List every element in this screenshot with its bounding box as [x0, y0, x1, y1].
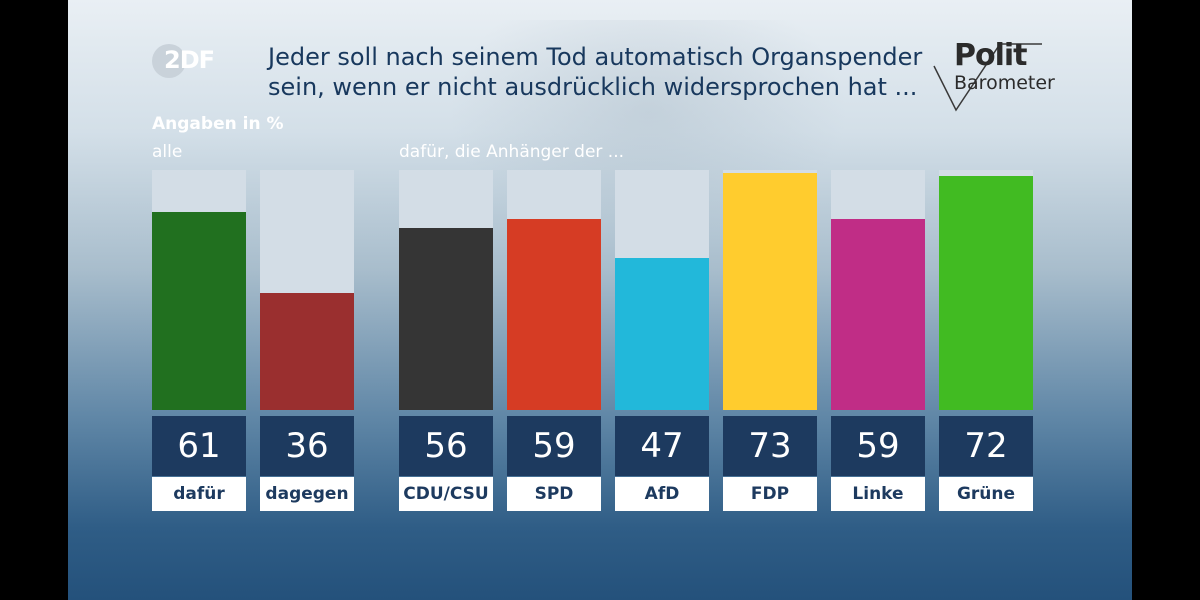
zdf-logo-circle: [152, 44, 186, 78]
group-label-all: alle: [152, 142, 183, 162]
bar-category-label: Linke: [831, 477, 925, 511]
politbarometer-logo: Polit Barometer: [932, 36, 1082, 116]
bar-track: [831, 170, 925, 410]
bar-track: [399, 170, 493, 410]
bar: [152, 212, 246, 410]
bar: [399, 228, 493, 410]
bar: [507, 219, 601, 410]
bar-category-label: SPD: [507, 477, 601, 511]
bar-value-label: 56: [399, 416, 493, 476]
bar: [939, 176, 1033, 410]
bar-value-label: 61: [152, 416, 246, 476]
group-label-supporters: dafür, die Anhänger der ...: [399, 142, 625, 162]
zdf-logo: 2DF: [152, 40, 222, 80]
bar-category-label: dagegen: [260, 477, 354, 511]
bar-track: [615, 170, 709, 410]
bar-value-label: 47: [615, 416, 709, 476]
bar-track: [723, 170, 817, 410]
bar: [831, 219, 925, 410]
bar-category-label: Grüne: [939, 477, 1033, 511]
bar: [260, 293, 354, 410]
bar-value-label: 59: [831, 416, 925, 476]
bar: [723, 173, 817, 410]
bar-value-label: 72: [939, 416, 1033, 476]
bar-value-label: 59: [507, 416, 601, 476]
politbarometer-line1: Polit: [954, 38, 1028, 73]
bar-track: [260, 170, 354, 410]
zdf-logo-text: 2DF: [164, 46, 215, 74]
bar-track: [152, 170, 246, 410]
bar-category-label: dafür: [152, 477, 246, 511]
bar-track: [507, 170, 601, 410]
bar-category-label: CDU/CSU: [399, 477, 493, 511]
bar-value-label: 36: [260, 416, 354, 476]
chart-screen: 2DF Jeder soll nach seinem Tod automatis…: [68, 0, 1132, 600]
bar-category-label: AfD: [615, 477, 709, 511]
bar: [615, 258, 709, 410]
politbarometer-line2: Barometer: [954, 72, 1055, 94]
units-label: Angaben in %: [152, 114, 284, 134]
bar-category-label: FDP: [723, 477, 817, 511]
bar-value-label: 73: [723, 416, 817, 476]
bar-track: [939, 170, 1033, 410]
checkmark-icon: [933, 43, 1042, 112]
chart-title: Jeder soll nach seinem Tod automatisch O…: [268, 43, 923, 101]
